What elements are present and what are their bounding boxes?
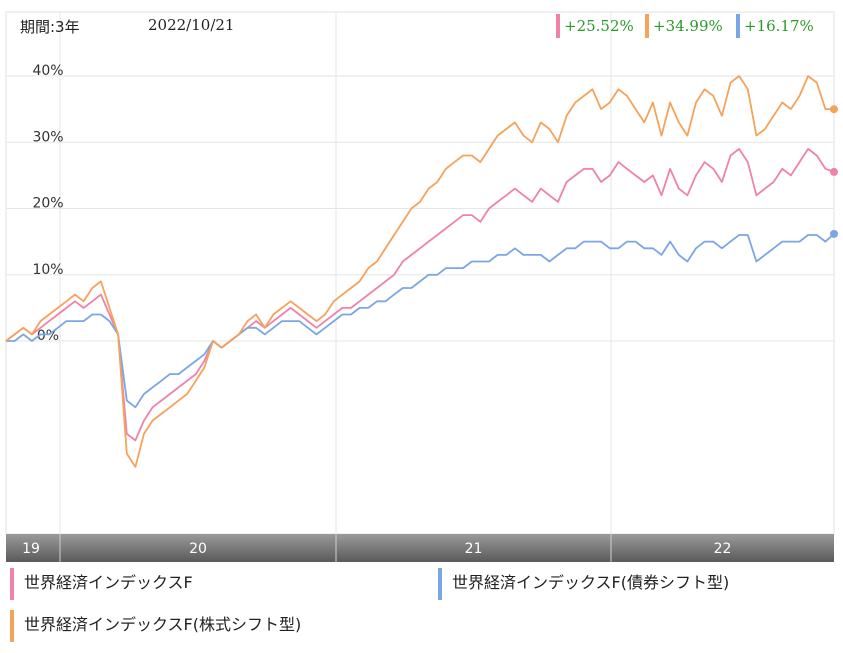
x-tick-label: 21	[465, 541, 483, 557]
legend-marker	[10, 568, 14, 600]
legend-label: 世界経済インデックスF(債券シフト型)	[452, 573, 730, 592]
y-tick-label: 40%	[32, 63, 63, 79]
series-end-point	[830, 167, 838, 176]
perf-badge-marker	[556, 14, 560, 38]
legend-label: 世界経済インデックスF	[24, 573, 193, 592]
legend-item-equity[interactable]: 世界経済インデックスF(株式シフト型)	[10, 610, 302, 642]
x-tick-label: 22	[714, 541, 732, 557]
legend-item-bond[interactable]: 世界経済インデックスF(債券シフト型)	[438, 568, 730, 600]
y-tick-label: 20%	[32, 196, 63, 212]
perf-badge-marker	[736, 14, 740, 38]
series-end-point	[830, 105, 838, 114]
legend-marker	[10, 610, 14, 642]
series-line	[6, 233, 835, 409]
x-axis-band	[6, 534, 834, 562]
perf-badge-text: +16.17%	[744, 17, 814, 35]
perf-badge-equity: +34.99%	[645, 14, 723, 38]
perf-badge-text: +25.52%	[564, 17, 634, 35]
plot-area	[5, 11, 835, 535]
perf-badge-marker	[645, 14, 649, 38]
y-tick-label: 30%	[32, 129, 63, 145]
legend-label: 世界経済インデックスF(株式シフト型)	[24, 615, 302, 634]
series-line	[5, 148, 835, 442]
series-line	[5, 75, 835, 468]
perf-badge-main: +25.52%	[556, 14, 634, 38]
legend-item-main[interactable]: 世界経済インデックスF	[10, 568, 193, 600]
legend-marker	[438, 568, 442, 600]
date-label: 2022/10/21	[148, 16, 235, 34]
perf-badge-text: +34.99%	[653, 17, 723, 35]
y-tick-label: 10%	[32, 262, 63, 278]
perf-badge-bond: +16.17%	[736, 14, 814, 38]
x-tick-label: 20	[189, 541, 207, 557]
period-label: 期間:3年	[20, 18, 80, 36]
x-tick-label: 19	[22, 541, 40, 557]
series-end-point	[830, 229, 838, 238]
